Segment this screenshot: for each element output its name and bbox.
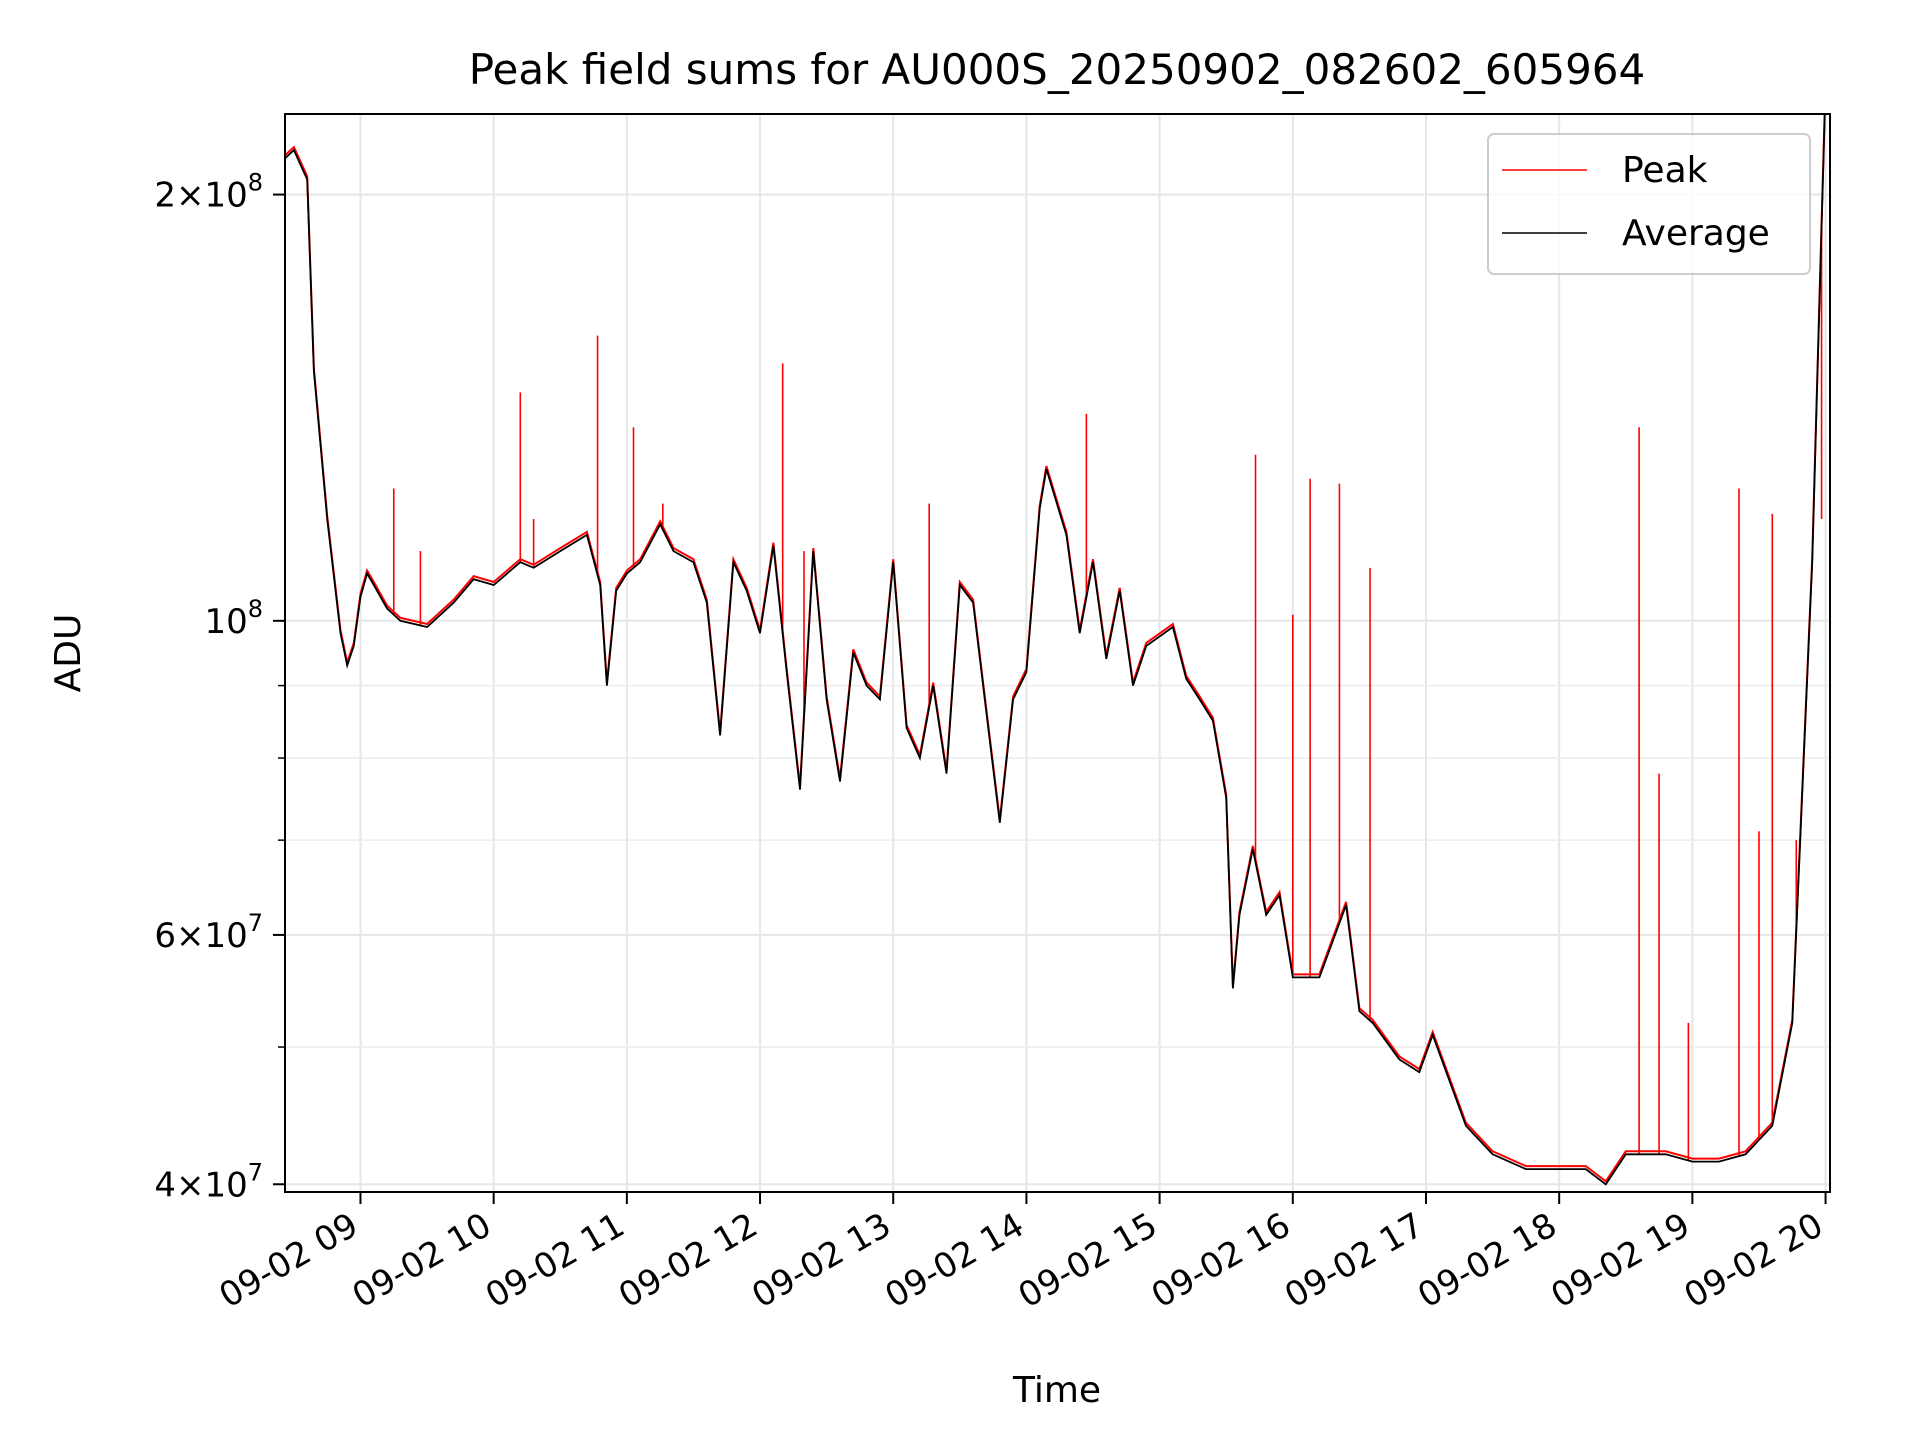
legend: Peak Average	[1487, 133, 1811, 275]
x-axis-label: Time	[1012, 1370, 1101, 1411]
y-axis-label: ADU	[48, 614, 89, 693]
y-tick-label: 2×108	[154, 169, 263, 216]
series-line-average	[285, 114, 1826, 1186]
y-tick-label: 108	[204, 595, 263, 642]
legend-label-peak: Peak	[1622, 150, 1708, 191]
y-tick-label: 6×107	[154, 909, 263, 956]
series-group	[285, 114, 1826, 1186]
chart-title: Peak field sums for AU000S_20250902_0826…	[469, 45, 1646, 94]
y-tick-label: 4×107	[154, 1158, 263, 1205]
legend-label-average: Average	[1622, 213, 1770, 254]
plot-frame	[284, 113, 1831, 1193]
grid-lines	[285, 114, 1830, 1192]
